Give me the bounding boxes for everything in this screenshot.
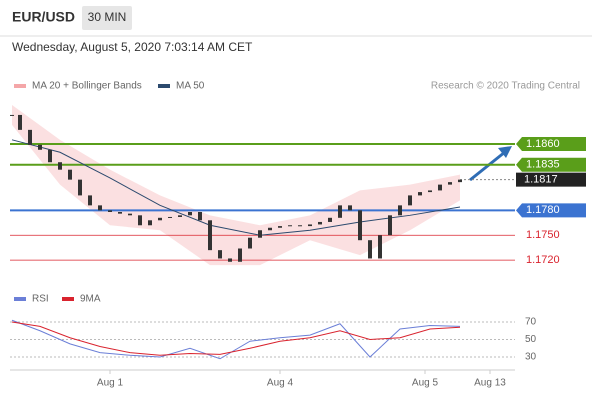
ma50-line	[11, 139, 461, 236]
candle	[398, 205, 402, 216]
symbol: EUR/USD	[12, 9, 75, 25]
indicator-line	[11, 319, 461, 360]
candle	[238, 248, 242, 262]
candle	[258, 230, 262, 238]
legend-swatch	[14, 297, 26, 301]
level-badge	[516, 136, 586, 151]
candle	[158, 217, 162, 221]
legend-label: 9MA	[80, 294, 101, 305]
level-badge	[516, 157, 586, 172]
candle	[178, 215, 182, 217]
candle	[78, 179, 82, 196]
candle	[448, 182, 452, 185]
legend-label: RSI	[32, 294, 49, 305]
candle	[188, 211, 192, 216]
indicator-line	[11, 321, 461, 356]
level-badge	[516, 172, 586, 187]
candle	[118, 211, 122, 214]
candle	[98, 205, 102, 211]
candle	[18, 114, 22, 130]
candle	[108, 210, 112, 212]
candle	[308, 224, 312, 227]
candle	[278, 226, 282, 228]
candle	[198, 211, 202, 221]
candle	[378, 235, 382, 259]
candle	[408, 195, 412, 206]
candle	[218, 250, 222, 259]
y-tick-label: 50	[525, 334, 537, 345]
candle	[268, 227, 272, 231]
candle	[38, 144, 42, 150]
y-tick-label: 70	[525, 317, 537, 328]
candle	[348, 205, 352, 211]
x-tick-label: Aug 1	[97, 378, 124, 389]
level-label: 1.1780	[526, 204, 560, 216]
level-badge	[516, 203, 586, 218]
candle	[318, 221, 322, 225]
x-tick-label: Aug 13	[474, 378, 506, 389]
watermark: Research © 2020 Trading Central	[431, 81, 580, 92]
candle	[88, 195, 92, 206]
timeframe-badge	[82, 6, 132, 30]
candle	[338, 205, 342, 218]
candle	[128, 213, 132, 216]
candle	[208, 220, 212, 251]
legend-swatch	[14, 84, 26, 88]
datetime: Wednesday, August 5, 2020 7:03:14 AM CET	[12, 40, 253, 54]
candle	[358, 210, 362, 241]
candle	[418, 192, 422, 196]
x-tick-label: Aug 4	[267, 378, 294, 389]
y-tick-label: 30	[525, 352, 537, 363]
legend-label: MA 20 + Bollinger Bands	[32, 81, 142, 92]
candle	[138, 215, 142, 226]
candle	[28, 129, 32, 145]
legend-label: MA 50	[176, 81, 205, 92]
candle	[58, 162, 62, 170]
level-label: 1.1750	[526, 229, 560, 241]
candle	[148, 220, 152, 226]
candle	[388, 215, 392, 236]
level-label: 1.1860	[526, 138, 560, 150]
candle	[328, 217, 332, 222]
candle	[288, 225, 292, 227]
level-label: 1.1817	[524, 174, 558, 186]
candle	[298, 225, 302, 227]
legend-swatch	[158, 84, 170, 88]
forecast-arrow-head	[498, 146, 512, 158]
candle	[10, 114, 14, 116]
candle	[168, 216, 172, 218]
forecast-arrow	[469, 150, 506, 182]
timeframe: 30 MIN	[88, 10, 127, 24]
candle	[368, 240, 372, 259]
legend-swatch	[62, 297, 74, 301]
candle	[248, 237, 252, 249]
bollinger-band	[12, 104, 460, 266]
candle	[48, 149, 52, 163]
candle	[428, 190, 432, 193]
level-label: 1.1720	[526, 254, 560, 266]
candle	[458, 179, 462, 183]
candle	[228, 258, 232, 262]
level-label: 1.1835	[526, 159, 560, 171]
candle	[438, 184, 442, 191]
x-tick-label: Aug 5	[412, 378, 439, 389]
candle	[68, 169, 72, 180]
